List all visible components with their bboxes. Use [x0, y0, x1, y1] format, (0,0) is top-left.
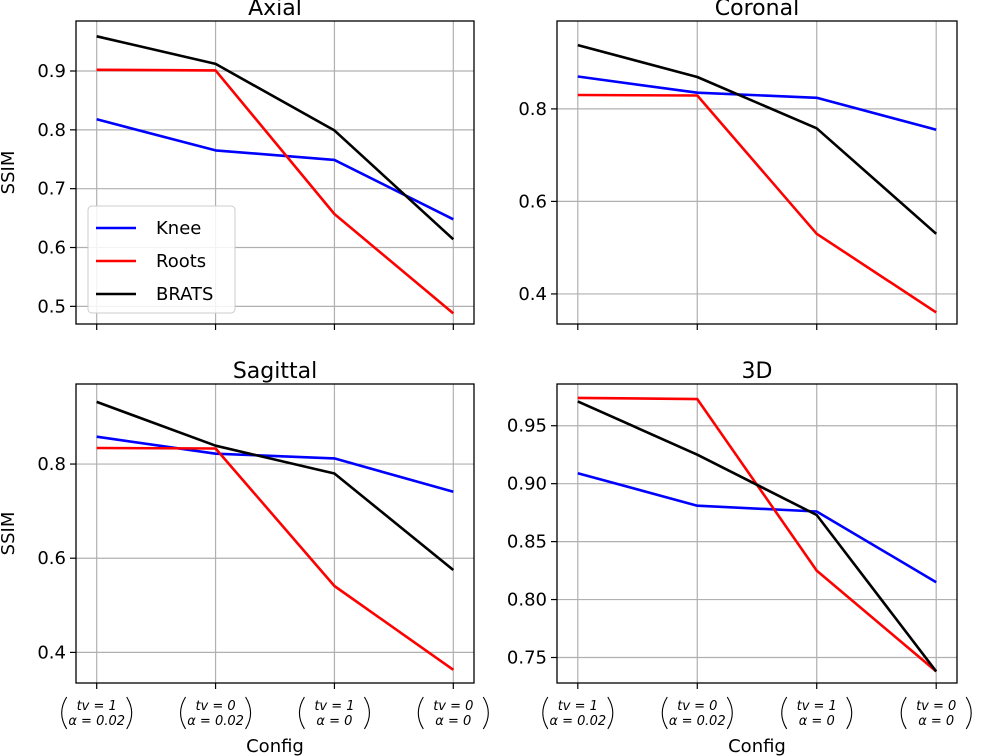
- config-tv: tv = 1: [77, 699, 117, 714]
- matrix-paren-right: [846, 696, 853, 730]
- y-tick-label: 0.8: [37, 454, 66, 475]
- x-tick-label: tv = 0α = 0.02: [661, 696, 733, 730]
- config-alpha: α = 0: [918, 714, 954, 729]
- config-alpha: α = 0: [799, 714, 835, 729]
- matrix-paren-left: [417, 696, 424, 730]
- x-tick-label: tv = 0α = 0: [417, 696, 489, 730]
- series-line-knee: [577, 471, 937, 584]
- series-line-roots: [96, 68, 455, 315]
- series-line-roots: [577, 93, 937, 314]
- plot-frame: [75, 20, 475, 325]
- config-tv: tv = 1: [558, 699, 598, 714]
- matrix-paren-left: [180, 696, 187, 730]
- panel-title: Axial: [248, 0, 302, 21]
- y-tick-label: 0.80: [507, 590, 547, 611]
- y-tick-label: 0.8: [518, 99, 547, 120]
- x-tick-label: tv = 1α = 0.02: [61, 696, 133, 730]
- y-tick-label: 0.85: [507, 532, 547, 553]
- matrix-paren-left: [298, 696, 305, 730]
- legend-label-knee: Knee: [156, 218, 201, 239]
- y-axis-label: SSIM: [0, 512, 19, 556]
- x-axis-label: Config: [246, 736, 304, 756]
- plot-frame: [75, 383, 475, 684]
- matrix-paren-right: [607, 696, 614, 730]
- config-tv: tv = 1: [797, 699, 837, 714]
- matrix-paren-left: [661, 696, 668, 730]
- matrix-paren-right: [245, 696, 252, 730]
- y-tick-label: 0.90: [507, 474, 547, 495]
- config-tv: tv = 0: [916, 699, 956, 714]
- legend-label-roots: Roots: [156, 251, 206, 272]
- config-tv: tv = 0: [677, 699, 717, 714]
- matrix-paren-right: [965, 696, 972, 730]
- y-tick-label: 0.7: [37, 179, 66, 200]
- series-line-brats: [577, 43, 938, 235]
- y-tick-label: 0.5: [37, 296, 66, 317]
- matrix-paren-right: [363, 696, 370, 730]
- y-tick-label: 0.4: [37, 642, 66, 663]
- matrix-paren-left: [542, 696, 549, 730]
- y-tick-label: 0.6: [37, 238, 66, 259]
- panel-axial: 0.5 0.6 0.7 0.8 0.9 Axial SSIM Knee Roots BRATS: [0, 0, 475, 330]
- series-line-brats: [96, 400, 455, 572]
- legend: Knee Roots BRATS: [87, 205, 236, 314]
- x-tick-label: tv = 1α = 0.02: [542, 696, 614, 730]
- config-alpha: α = 0.02: [187, 714, 244, 729]
- panel-coronal: 0.4 0.6 0.8 Coronal: [518, 0, 958, 330]
- plot-frame: [556, 383, 958, 684]
- x-tick-label: tv = 1α = 0: [781, 696, 853, 730]
- x-tick-label: tv = 0α = 0.02: [180, 696, 252, 730]
- x-tick-label: tv = 1α = 0: [298, 696, 370, 730]
- y-tick-label: 0.4: [518, 284, 547, 305]
- series-line-brats: [96, 35, 455, 241]
- x-axis-label: Config: [728, 736, 786, 756]
- legend-box: [87, 205, 236, 314]
- matrix-paren-left: [61, 696, 68, 730]
- panel-title: Sagittal: [233, 359, 317, 384]
- y-tick-label: 0.8: [37, 120, 66, 141]
- panel-title: Coronal: [715, 0, 799, 21]
- y-tick-label: 0.6: [37, 548, 66, 569]
- matrix-paren-right: [126, 696, 133, 730]
- matrix-paren-right: [726, 696, 733, 730]
- x-tick-label: tv = 0α = 0: [900, 696, 972, 730]
- matrix-paren-left: [781, 696, 788, 730]
- panel-title: 3D: [742, 359, 773, 384]
- series-line-knee: [96, 118, 454, 221]
- legend-label-brats: BRATS: [156, 284, 213, 305]
- config-tv: tv = 1: [314, 699, 354, 714]
- series-line-knee: [96, 435, 454, 494]
- config-tv: tv = 0: [433, 699, 473, 714]
- series-line-knee: [577, 75, 937, 131]
- series-line-roots: [577, 396, 938, 673]
- config-tv: tv = 0: [195, 699, 235, 714]
- y-tick-label: 0.95: [507, 416, 547, 437]
- config-alpha: α = 0: [435, 714, 471, 729]
- series-line-roots: [96, 446, 455, 671]
- config-alpha: α = 0.02: [68, 714, 125, 729]
- series-line-brats: [577, 400, 938, 673]
- y-tick-label: 0.6: [518, 191, 547, 212]
- config-alpha: α = 0.02: [669, 714, 726, 729]
- y-tick-label: 0.9: [37, 61, 66, 82]
- config-alpha: α = 0: [316, 714, 352, 729]
- plot-frame: [556, 20, 958, 325]
- matrix-paren-left: [900, 696, 907, 730]
- matrix-paren-right: [482, 696, 489, 730]
- config-alpha: α = 0.02: [549, 714, 606, 729]
- y-tick-label: 0.75: [507, 648, 547, 669]
- y-axis-label: SSIM: [0, 151, 19, 195]
